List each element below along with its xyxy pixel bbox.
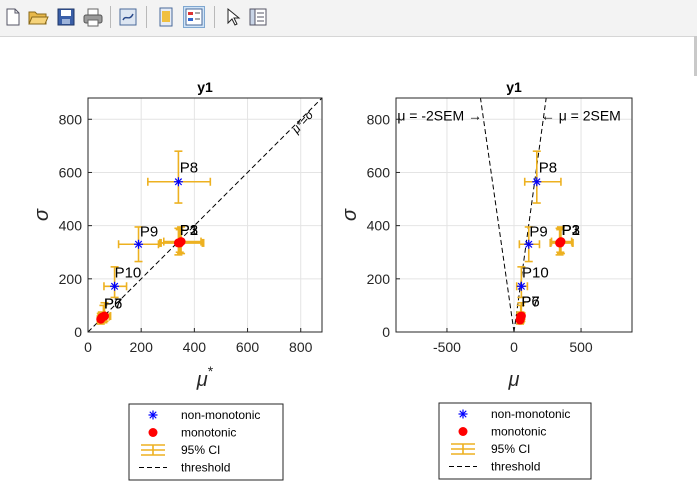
- marker-stroke: [174, 178, 183, 186]
- y-axis-label: σ: [31, 208, 53, 221]
- data-point-P7: [515, 315, 525, 325]
- point-label-P9: P9: [140, 223, 158, 240]
- x-tick-label: -500: [433, 339, 461, 355]
- x-tick-label: 400: [183, 339, 207, 355]
- error-bar-P8: [523, 150, 562, 204]
- y-tick-label: 600: [367, 164, 391, 180]
- marker-stroke: [525, 240, 533, 248]
- x-tick-label: 0: [510, 339, 518, 355]
- point-label-P2: P2: [180, 222, 198, 239]
- figure-toolbar: [0, 0, 697, 37]
- point-label-P7: P7: [104, 296, 122, 313]
- y-tick-label: 600: [59, 164, 83, 180]
- scrollbar-edge[interactable]: [694, 36, 697, 76]
- data-point-P7: [96, 314, 106, 324]
- plot-content: [479, 98, 574, 332]
- data-point-P3: [176, 237, 186, 247]
- show-plot-tools-icon[interactable]: [183, 6, 205, 28]
- legend-label-4: threshold: [181, 461, 230, 475]
- data-point-P10: [516, 281, 526, 291]
- legend-label-4: threshold: [491, 460, 540, 474]
- edit-plot-pointer-icon[interactable]: [221, 6, 243, 28]
- point-label-P1: P1: [562, 222, 580, 239]
- marker-stroke: [459, 410, 467, 418]
- x-tick-label: 600: [236, 339, 260, 355]
- data-point-P10: [110, 281, 120, 291]
- axes-box: [87, 97, 323, 333]
- legend-marker-ci: [141, 444, 165, 456]
- point-label-P1: P1: [180, 222, 198, 239]
- marker-stroke: [110, 282, 119, 290]
- point-label-P8: P8: [539, 159, 557, 176]
- point-label-P2: P2: [562, 222, 580, 239]
- point-label-P6: P6: [104, 296, 122, 313]
- y-tick-label: 400: [59, 218, 83, 234]
- marker-stroke: [134, 240, 143, 248]
- legend-marker-monotonic: [148, 428, 158, 437]
- new-figure-icon[interactable]: [2, 6, 24, 28]
- threshold-line: [479, 98, 515, 332]
- legend-label-2: monotonic: [491, 425, 546, 439]
- x-tick-label: 500: [569, 339, 593, 355]
- legend-marker-non-monotonic: [458, 409, 468, 419]
- legend-label-1: non-monotonic: [491, 407, 570, 421]
- legend-marker-monotonic: [458, 427, 468, 436]
- point-label-P7: P7: [521, 294, 539, 311]
- y-tick-label: 400: [367, 218, 391, 234]
- point-label-P10: P10: [115, 264, 142, 281]
- y-tick-label: 800: [367, 111, 391, 127]
- y-tick-label: 200: [367, 271, 391, 287]
- chart-title: y1: [197, 79, 213, 95]
- point-label-P9: P9: [529, 223, 547, 240]
- marker-stroke: [149, 411, 157, 419]
- x-axis-label: μ*: [196, 363, 214, 391]
- legend-label-3: 95% CI: [181, 443, 220, 457]
- threshold-annotation-2: ← μ = 2SEM: [541, 108, 621, 124]
- point-label-P6: P6: [521, 294, 539, 311]
- point-label-P10: P10: [522, 264, 549, 281]
- open-folder-icon[interactable]: [27, 6, 49, 28]
- data-point-P9: [134, 239, 144, 249]
- threshold-annotation-1: μ = -2SEM →: [397, 108, 482, 124]
- property-inspector-icon[interactable]: [247, 6, 269, 28]
- y-tick-label: 200: [59, 271, 83, 287]
- save-icon[interactable]: [55, 6, 77, 28]
- legend-label-1: non-monotonic: [181, 408, 260, 422]
- y-tick-label: 0: [74, 324, 82, 340]
- legend-label-2: monotonic: [181, 426, 236, 440]
- threshold-line: [88, 98, 322, 332]
- marker-stroke: [533, 178, 541, 186]
- x-tick-label: 0: [84, 339, 92, 355]
- chart-title: y1: [506, 79, 522, 95]
- error-bar-P3: [550, 226, 573, 255]
- y-tick-label: 0: [382, 324, 390, 340]
- point-label-P8: P8: [180, 159, 198, 176]
- y-tick-label: 800: [59, 111, 83, 127]
- legend-2: non-monotonic monotonic 95% CI threshold: [438, 402, 592, 480]
- link-plot-icon[interactable]: [117, 6, 139, 28]
- legend-1: non-monotonic monotonic 95% CI threshold: [128, 403, 284, 481]
- x-tick-label: 200: [130, 339, 154, 355]
- legend-marker-ci: [451, 443, 475, 455]
- point-label-P3: P3: [562, 222, 580, 239]
- y-axis-label: σ: [339, 208, 361, 221]
- legend-label-3: 95% CI: [491, 442, 530, 456]
- x-axis-label: μ: [508, 369, 520, 391]
- legend-marker-non-monotonic: [148, 410, 158, 420]
- plot-content: [88, 98, 322, 332]
- threshold-line: [513, 98, 547, 332]
- x-tick-label: 800: [289, 339, 313, 355]
- marker-stroke: [517, 282, 526, 290]
- data-point-P8: [532, 177, 542, 187]
- data-point-P3: [556, 237, 566, 247]
- hide-plot-tools-icon[interactable]: [155, 6, 177, 28]
- data-point-P8: [173, 177, 183, 187]
- data-point-P9: [524, 239, 534, 249]
- point-label-P3: P3: [180, 222, 198, 239]
- print-icon[interactable]: [82, 6, 104, 28]
